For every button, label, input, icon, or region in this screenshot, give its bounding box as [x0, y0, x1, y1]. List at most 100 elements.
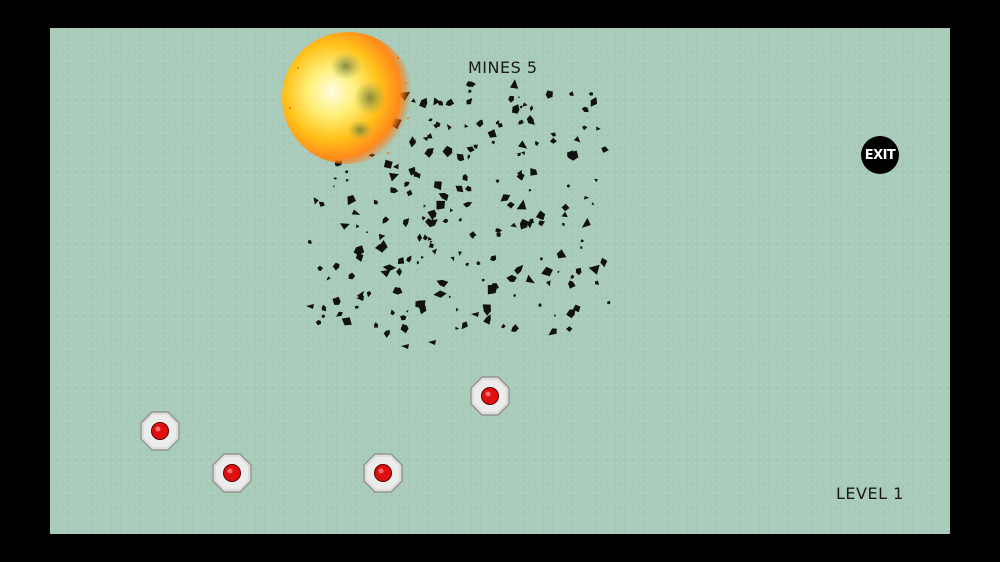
- debris-particle: [380, 269, 391, 278]
- debris-particle: [436, 279, 449, 288]
- debris-particle: [356, 224, 360, 229]
- debris-particle: [382, 216, 390, 224]
- debris-particle: [580, 245, 583, 249]
- debris-particle: [482, 304, 491, 316]
- debris-particle: [458, 251, 463, 256]
- debris-particle: [307, 239, 312, 244]
- debris-particle: [383, 159, 393, 169]
- debris-particle: [336, 311, 343, 317]
- debris-particle: [392, 163, 399, 170]
- debris-particle: [588, 92, 594, 96]
- debris-particle: [438, 192, 449, 201]
- debris-particle: [476, 119, 484, 128]
- debris-particle: [433, 290, 447, 298]
- debris-particle: [442, 218, 448, 224]
- debris-particle: [317, 265, 323, 271]
- debris-particle: [556, 249, 567, 259]
- debris-particle: [581, 106, 589, 113]
- exit-button[interactable]: EXIT: [861, 136, 899, 174]
- debris-particle: [518, 140, 528, 149]
- debris-particle: [490, 255, 497, 262]
- debris-particle: [541, 266, 553, 277]
- debris-particle: [431, 248, 437, 255]
- debris-particle: [455, 326, 460, 330]
- debris-particle: [465, 262, 470, 267]
- debris-particle: [469, 231, 477, 238]
- landmine-icon[interactable]: [140, 411, 180, 451]
- debris-particle: [535, 140, 539, 146]
- debris-particle: [332, 262, 340, 271]
- debris-particle: [421, 216, 426, 221]
- debris-particle: [450, 256, 455, 262]
- debris-particle: [417, 233, 423, 242]
- debris-particle: [408, 166, 416, 176]
- debris-particle: [487, 285, 498, 295]
- debris-particle: [366, 291, 372, 298]
- landmine-icon[interactable]: [363, 453, 403, 493]
- debris-particle: [596, 126, 601, 131]
- debris-particle: [580, 239, 584, 243]
- debris-cloud: [302, 79, 611, 349]
- debris-particle: [568, 280, 576, 289]
- debris-particle: [466, 98, 473, 105]
- debris-particle: [437, 100, 444, 106]
- debris-particle: [584, 196, 590, 200]
- debris-particle: [424, 148, 434, 158]
- landmine-icon[interactable]: [470, 376, 510, 416]
- debris-particle: [351, 209, 361, 215]
- debris-particle: [501, 323, 506, 329]
- debris-particle: [517, 96, 520, 99]
- debris-particle: [465, 185, 472, 192]
- debris-particle: [469, 81, 476, 88]
- debris-particle: [495, 228, 503, 233]
- debris-particle: [373, 199, 378, 205]
- debris-particle: [510, 79, 519, 89]
- game-board[interactable]: MINES 5 LEVEL 1 EXIT: [50, 28, 950, 534]
- mines-counter: MINES 5: [468, 58, 538, 77]
- debris-particle: [508, 95, 514, 103]
- debris-particle: [462, 174, 468, 182]
- debris-particle: [572, 304, 581, 313]
- debris-particle: [313, 197, 319, 205]
- debris-particle: [340, 223, 350, 230]
- debris-particle: [461, 321, 468, 330]
- debris-particle: [471, 312, 479, 317]
- debris-particle: [333, 177, 338, 180]
- debris-particle: [506, 201, 515, 209]
- debris-particle: [569, 91, 574, 96]
- debris-particle: [383, 330, 390, 338]
- landmine-icon[interactable]: [212, 453, 252, 493]
- debris-particle: [518, 119, 524, 125]
- debris-particle: [495, 179, 500, 184]
- debris-particle: [356, 296, 364, 301]
- debris-particle: [345, 170, 349, 174]
- debris-particle: [561, 203, 570, 212]
- debris-particle: [526, 115, 535, 125]
- debris-particle: [416, 261, 419, 265]
- debris-particle: [433, 181, 442, 191]
- explosion-icon: [282, 32, 414, 164]
- debris-particle: [374, 322, 379, 328]
- debris-particle: [456, 153, 465, 162]
- debris-particle: [436, 200, 446, 210]
- debris-particle: [392, 287, 403, 295]
- debris-particle: [496, 120, 500, 124]
- debris-particle: [535, 210, 546, 221]
- debris-particle: [427, 236, 432, 241]
- exit-icon-label: EXIT: [864, 147, 896, 163]
- debris-particle: [594, 280, 600, 285]
- debris-particle: [566, 184, 571, 188]
- debris-particle: [549, 137, 557, 144]
- debris-particle: [591, 202, 595, 206]
- debris-particle: [365, 230, 369, 233]
- debris-particle: [545, 280, 551, 287]
- debris-particle: [404, 181, 410, 188]
- debris-particle: [396, 267, 402, 277]
- debris-particle: [428, 340, 436, 345]
- debris-particle: [427, 133, 433, 139]
- debris-particle: [512, 104, 520, 114]
- debris-particle: [496, 232, 501, 238]
- debris-particle: [411, 139, 416, 145]
- debris-particle: [538, 303, 542, 307]
- debris-particle: [528, 188, 532, 192]
